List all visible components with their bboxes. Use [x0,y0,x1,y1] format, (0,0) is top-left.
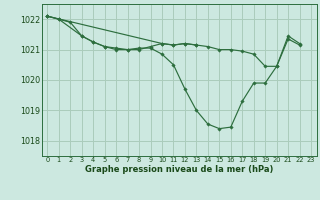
X-axis label: Graphe pression niveau de la mer (hPa): Graphe pression niveau de la mer (hPa) [85,165,273,174]
